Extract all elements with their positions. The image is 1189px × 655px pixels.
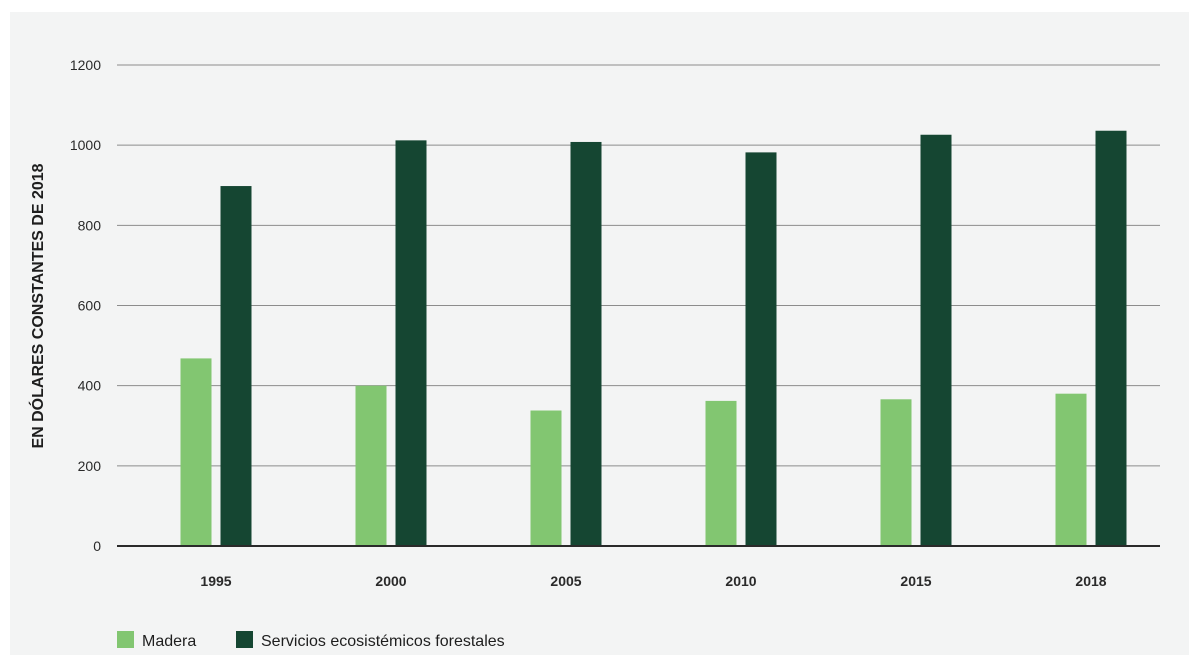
y-axis-label: EN DÓLARES CONSTANTES DE 2018: [28, 163, 47, 448]
bar-servicios-2018: [1095, 130, 1127, 546]
x-tick-label: 1995: [200, 573, 231, 589]
legend-label-servicios: Servicios ecosistémicos forestales: [261, 633, 505, 650]
bars: [180, 130, 1127, 547]
x-axis-labels: 1995 2000 2005 2010 2015 2018: [200, 573, 1106, 589]
x-tick-label: 2010: [725, 573, 756, 589]
bar-madera-2010: [705, 400, 737, 546]
bar-madera-2018: [1055, 393, 1087, 546]
bar-madera-2015: [880, 399, 912, 546]
bar-servicios-2015: [920, 134, 952, 546]
x-tick-label: 2018: [1075, 573, 1106, 589]
y-tick-label: 600: [78, 298, 102, 314]
bar-madera-2005: [530, 410, 562, 546]
x-tick-label: 2015: [900, 573, 931, 589]
x-tick-label: 2005: [550, 573, 581, 589]
bar-servicios-2005: [570, 141, 602, 546]
y-tick-label: 0: [93, 538, 101, 554]
y-axis-ticks: 0 200 400 600 800 1000 1200: [70, 57, 101, 554]
bar-servicios-2010: [745, 152, 777, 547]
bar-madera-2000: [355, 385, 387, 546]
legend-swatch-servicios: [236, 631, 253, 648]
y-tick-label: 1200: [70, 57, 101, 73]
y-tick-label: 400: [78, 378, 102, 394]
legend: Madera Servicios ecosistémicos forestales: [117, 631, 505, 650]
y-tick-label: 800: [78, 217, 102, 233]
legend-swatch-madera: [117, 631, 134, 648]
bar-servicios-2000: [395, 140, 427, 546]
bar-servicios-1995: [220, 186, 252, 546]
y-tick-label: 1000: [70, 137, 101, 153]
bar-madera-1995: [180, 358, 212, 546]
x-tick-label: 2000: [375, 573, 406, 589]
gridlines: [117, 64, 1160, 467]
y-tick-label: 200: [78, 458, 102, 474]
legend-label-madera: Madera: [142, 633, 196, 650]
